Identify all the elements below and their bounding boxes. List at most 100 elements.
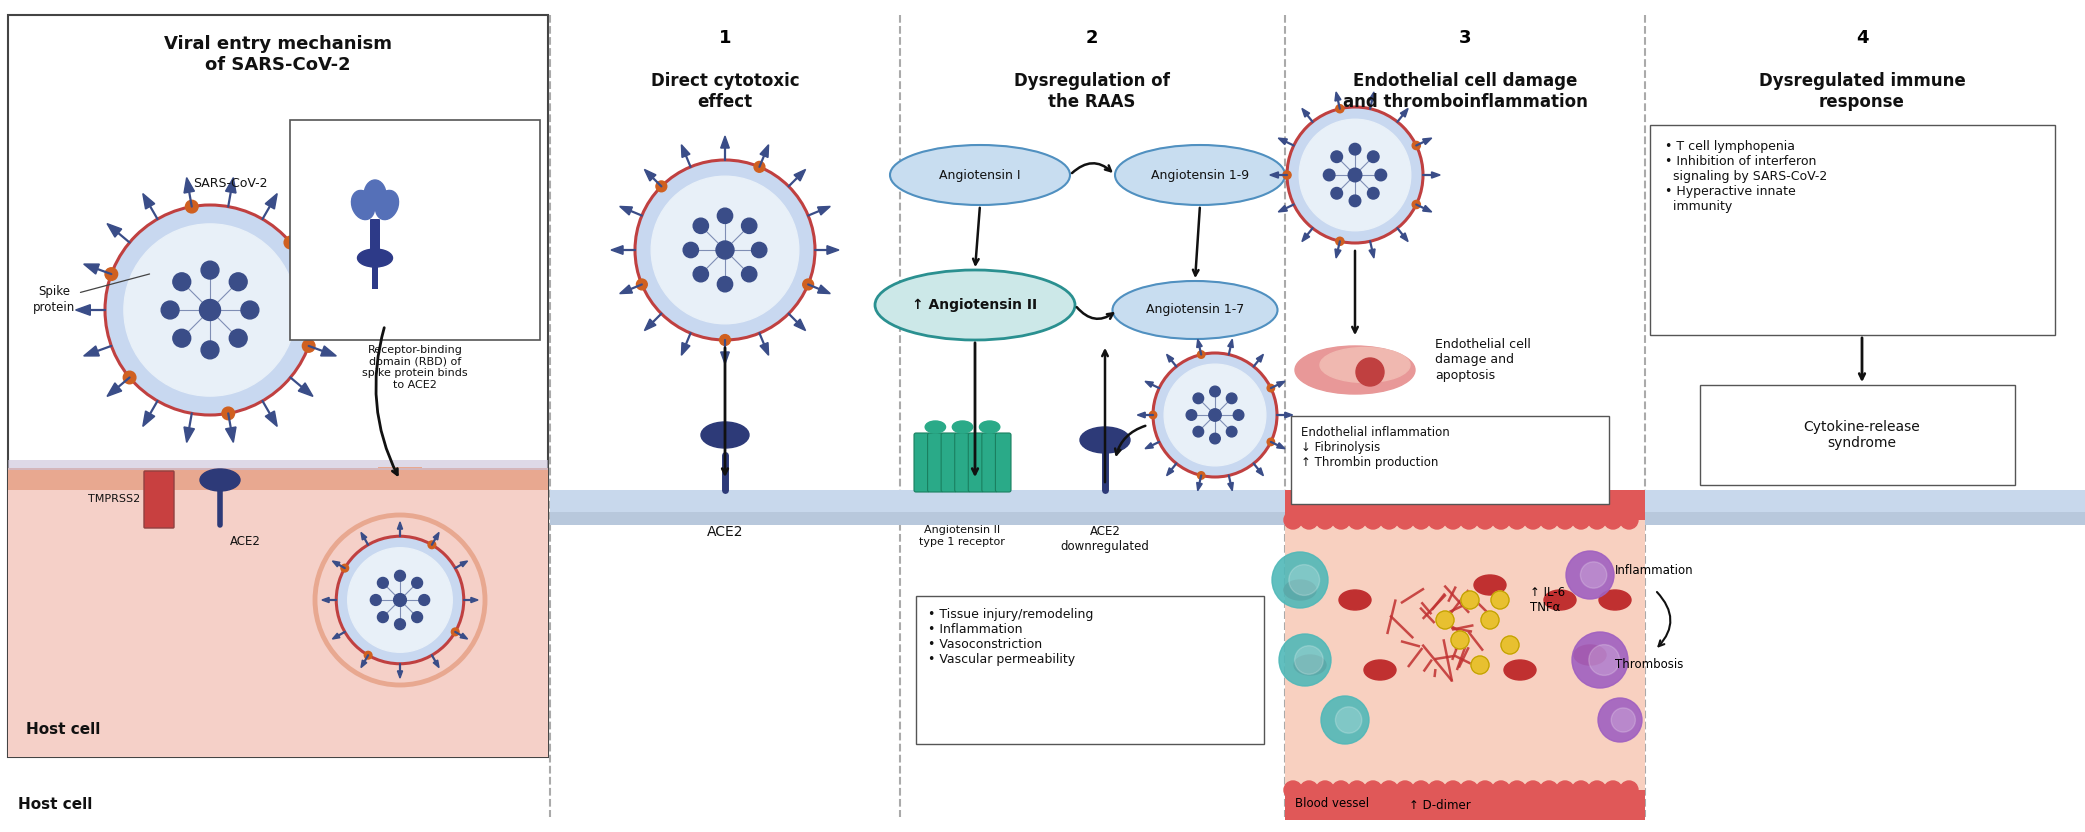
Circle shape: [104, 268, 117, 280]
Circle shape: [1589, 645, 1620, 676]
Polygon shape: [398, 522, 402, 529]
FancyBboxPatch shape: [967, 433, 984, 492]
Text: Viral entry mechanism
of SARS-CoV-2: Viral entry mechanism of SARS-CoV-2: [165, 35, 392, 74]
Circle shape: [1451, 631, 1470, 649]
Polygon shape: [361, 532, 367, 540]
FancyBboxPatch shape: [550, 512, 2085, 525]
Circle shape: [692, 266, 709, 282]
Circle shape: [1476, 781, 1495, 799]
Text: Angiotensin I: Angiotensin I: [938, 169, 1022, 181]
Circle shape: [636, 279, 646, 290]
Circle shape: [1349, 168, 1362, 182]
Text: ACE2
downregulated: ACE2 downregulated: [1061, 525, 1149, 553]
Circle shape: [1376, 169, 1387, 181]
Circle shape: [1330, 151, 1343, 162]
Polygon shape: [321, 264, 336, 274]
Ellipse shape: [890, 145, 1070, 205]
Polygon shape: [1278, 206, 1286, 212]
Text: 1: 1: [719, 29, 732, 47]
Circle shape: [348, 547, 452, 652]
Polygon shape: [329, 305, 344, 315]
Text: Angiotensin 1-7: Angiotensin 1-7: [1147, 304, 1245, 316]
Ellipse shape: [365, 180, 386, 210]
Text: • T cell lymphopenia
• Inhibition of interferon
  signaling by SARS-CoV-2
• Hype: • T cell lymphopenia • Inhibition of int…: [1666, 140, 1826, 213]
Circle shape: [1332, 781, 1349, 799]
Text: Endothelial cell damage
and thromboinflammation: Endothelial cell damage and thromboinfla…: [1343, 72, 1587, 111]
Polygon shape: [1401, 233, 1407, 241]
Circle shape: [336, 537, 463, 664]
FancyBboxPatch shape: [928, 433, 942, 492]
Circle shape: [1186, 409, 1197, 420]
Text: Host cell: Host cell: [25, 722, 100, 737]
Circle shape: [377, 577, 388, 588]
Polygon shape: [461, 561, 467, 567]
Circle shape: [1349, 143, 1362, 155]
Polygon shape: [721, 352, 730, 364]
Polygon shape: [225, 427, 236, 443]
Circle shape: [1316, 511, 1334, 529]
Circle shape: [1364, 511, 1382, 529]
Circle shape: [1380, 781, 1399, 799]
Circle shape: [1226, 426, 1236, 437]
Circle shape: [173, 273, 190, 290]
Ellipse shape: [1503, 660, 1537, 680]
Circle shape: [1493, 511, 1510, 529]
Text: Cytokine-release
syndrome: Cytokine-release syndrome: [1804, 420, 1920, 450]
Polygon shape: [1270, 172, 1278, 178]
Text: 3: 3: [1460, 29, 1472, 47]
Circle shape: [1524, 511, 1543, 529]
Text: Angiotensin II
type 1 receptor: Angiotensin II type 1 receptor: [919, 525, 1005, 547]
Polygon shape: [298, 224, 313, 237]
FancyBboxPatch shape: [1699, 385, 2014, 485]
Circle shape: [1445, 781, 1462, 799]
Polygon shape: [644, 170, 657, 181]
Circle shape: [1355, 358, 1384, 386]
Circle shape: [411, 612, 423, 622]
Circle shape: [1580, 562, 1608, 588]
Circle shape: [1501, 636, 1520, 654]
Circle shape: [200, 341, 219, 359]
Circle shape: [1322, 696, 1370, 744]
Circle shape: [371, 595, 382, 606]
Polygon shape: [142, 411, 154, 426]
Ellipse shape: [701, 422, 749, 448]
Circle shape: [1349, 195, 1362, 206]
Circle shape: [1462, 591, 1478, 609]
Polygon shape: [817, 206, 830, 215]
Circle shape: [1349, 781, 1366, 799]
Polygon shape: [1168, 354, 1174, 362]
Circle shape: [1336, 237, 1345, 245]
FancyBboxPatch shape: [290, 120, 540, 340]
Polygon shape: [1334, 92, 1341, 101]
FancyBboxPatch shape: [369, 219, 379, 256]
Circle shape: [657, 181, 667, 191]
Polygon shape: [1197, 483, 1203, 491]
Circle shape: [1193, 426, 1203, 437]
Circle shape: [1282, 171, 1291, 179]
Circle shape: [1368, 151, 1378, 162]
Circle shape: [1480, 611, 1499, 629]
Circle shape: [636, 160, 815, 340]
Circle shape: [1301, 511, 1318, 529]
Circle shape: [742, 218, 757, 234]
Polygon shape: [1278, 138, 1286, 145]
Circle shape: [1149, 411, 1157, 418]
Circle shape: [1284, 781, 1301, 799]
Text: • Tissue injury/remodeling
• Inflammation
• Vasoconstriction
• Vascular permeabi: • Tissue injury/remodeling • Inflammatio…: [928, 608, 1093, 666]
Circle shape: [1620, 511, 1639, 529]
Circle shape: [1324, 169, 1334, 181]
Polygon shape: [794, 170, 805, 181]
Polygon shape: [434, 532, 440, 540]
Circle shape: [715, 241, 734, 259]
Circle shape: [200, 261, 219, 279]
FancyBboxPatch shape: [371, 267, 377, 289]
Circle shape: [123, 224, 296, 396]
Circle shape: [1364, 781, 1382, 799]
Circle shape: [377, 612, 388, 622]
Circle shape: [186, 201, 198, 213]
Polygon shape: [619, 285, 632, 294]
Circle shape: [717, 276, 732, 292]
Text: ↑ D-dimer: ↑ D-dimer: [1409, 799, 1470, 812]
Circle shape: [1234, 409, 1245, 420]
Polygon shape: [1257, 354, 1264, 362]
